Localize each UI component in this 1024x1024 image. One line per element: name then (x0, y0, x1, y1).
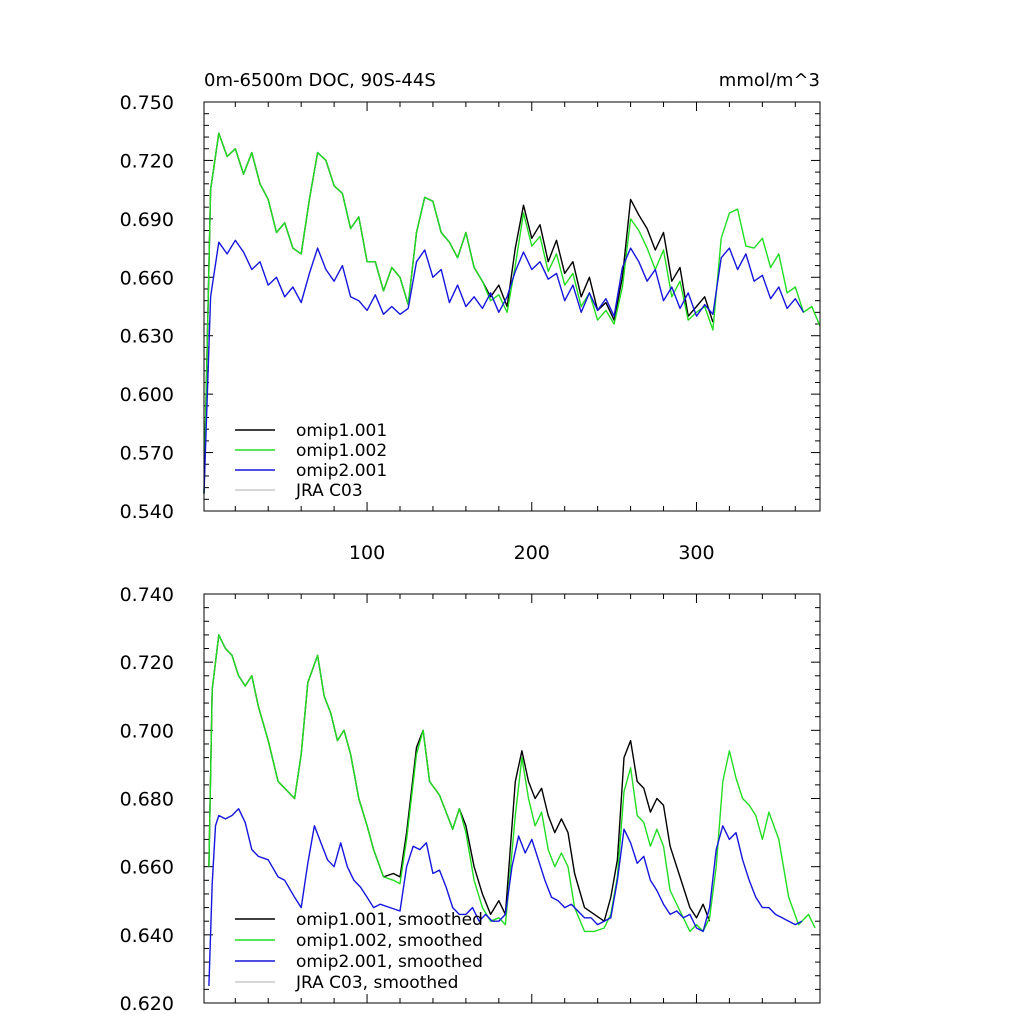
y-tick-label: 0.690 (120, 209, 174, 231)
legend-label: JRA C03, smoothed (295, 973, 458, 993)
y-tick-label: 0.700 (120, 720, 174, 742)
legend-label: omip1.001, smoothed (296, 910, 483, 930)
top-data-lines (203, 132, 821, 494)
x-tick-label: 300 (678, 542, 714, 564)
y-tick-label: 0.540 (120, 501, 174, 523)
y-tick-label: 0.640 (120, 925, 174, 947)
y-tick-label: 0.630 (120, 326, 174, 348)
top-axis-ticks: 0.540 0.570 0.600 0.630 0.660 0.690 0.720 0.750… (120, 92, 820, 564)
y-tick-label: 0.660 (120, 267, 174, 289)
y-tick-label: 0.680 (120, 789, 174, 811)
bottom-panel: 0.620 0.640 0.660 0.680 0.700 0.720 0.740 omip… (120, 584, 821, 1015)
y-tick-label: 0.720 (120, 652, 174, 674)
legend-label: omip1.002 (296, 441, 387, 461)
y-tick-label: 0.660 (120, 857, 174, 879)
y-tick-label: 0.720 (120, 150, 174, 172)
legend-label: omip1.001 (296, 421, 387, 441)
x-tick-label: 200 (514, 542, 550, 564)
series-line-omip1-001-smoothed (208, 634, 711, 922)
series-line-omip2-001 (203, 239, 805, 494)
y-tick-label: 0.620 (120, 993, 174, 1015)
series-line-omip2-001-smoothed (208, 808, 803, 987)
x-tick-label: 100 (349, 542, 385, 564)
top-panel: 0m-6500m DOC, 90S-44S mmol/m^3 0.540 0.57… (120, 70, 821, 564)
legend-label: omip2.001, smoothed (296, 952, 483, 972)
series-line-omip1-002-smoothed (208, 634, 816, 933)
top-plot-frame (203, 101, 821, 512)
y-tick-label: 0.750 (120, 92, 174, 114)
legend-label: JRA C03 (295, 481, 363, 501)
series-line-omip1-001 (203, 132, 714, 494)
chart-title: 0m-6500m DOC, 90S-44S (204, 70, 436, 91)
bottom-axis-ticks: 0.620 0.640 0.660 0.680 0.700 0.720 0.740 (120, 584, 820, 1015)
legend-label: omip1.002, smoothed (296, 931, 483, 951)
bottom-plot-frame (203, 593, 821, 1004)
y-tick-label: 0.600 (120, 384, 174, 406)
y-tick-label: 0.740 (120, 584, 174, 606)
units-label: mmol/m^3 (719, 70, 820, 91)
y-tick-label: 0.570 (120, 443, 174, 465)
legend-label: omip2.001 (296, 461, 387, 481)
bottom-data-lines (208, 634, 816, 987)
